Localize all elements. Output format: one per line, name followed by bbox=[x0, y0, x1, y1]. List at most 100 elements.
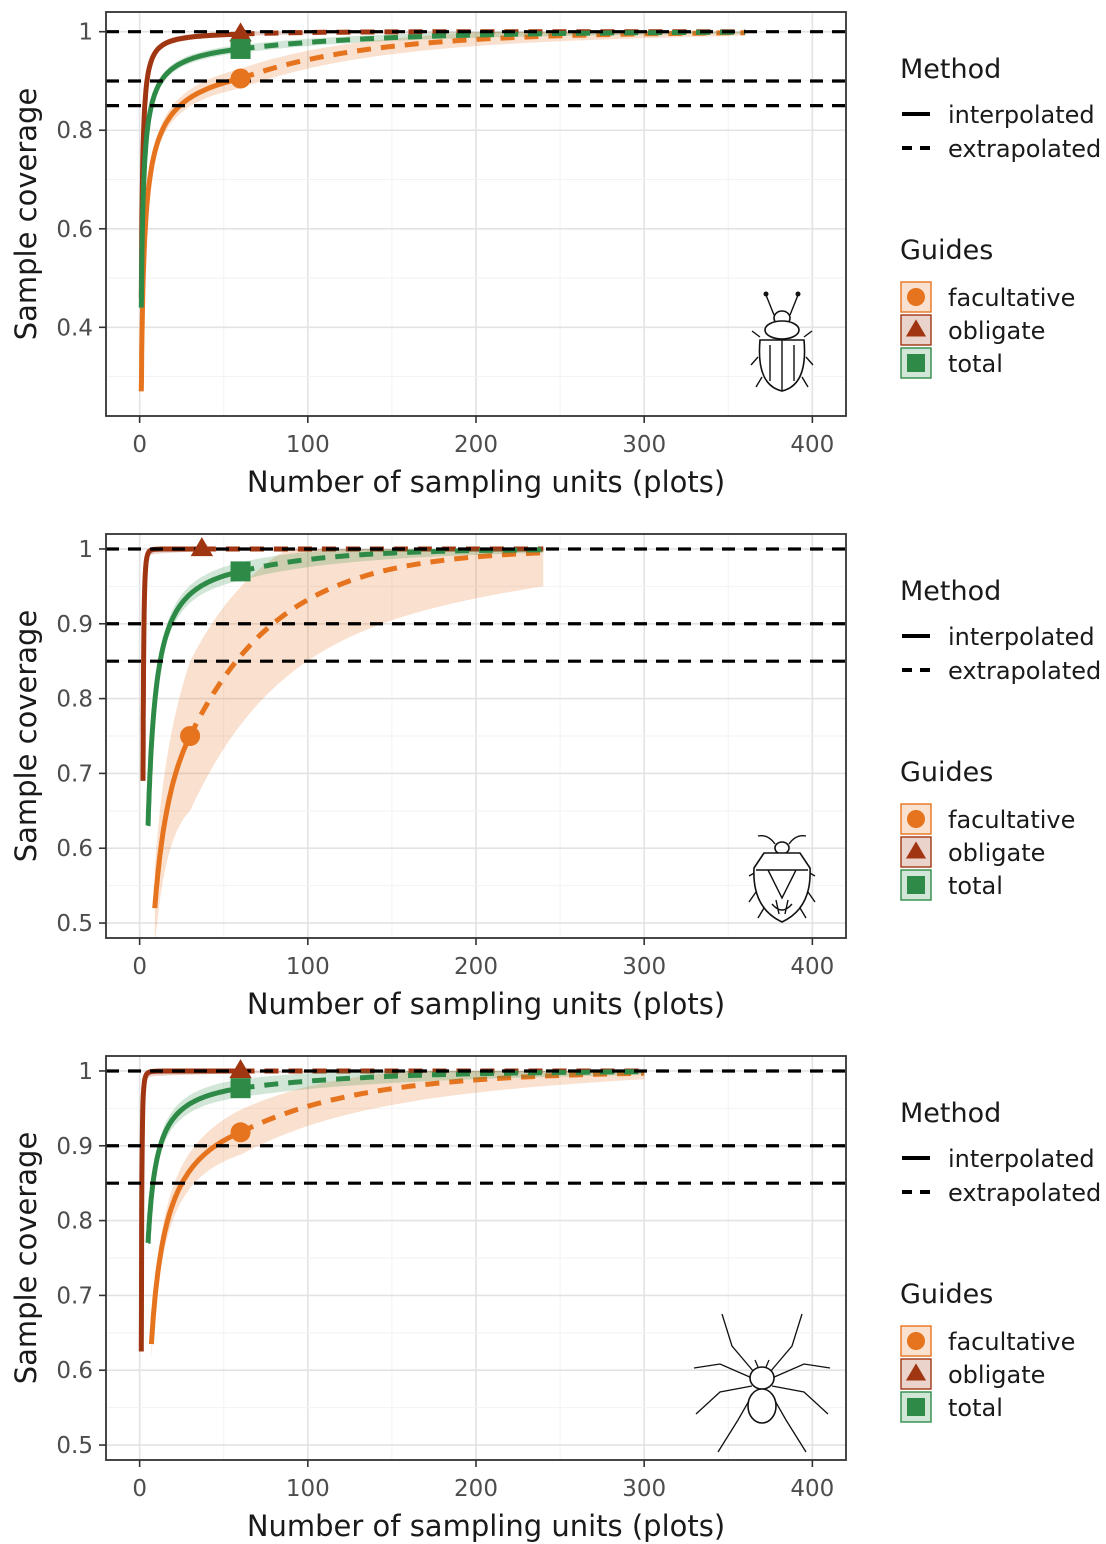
facultative-interpolated-line bbox=[152, 734, 193, 911]
legend-marker-obligate bbox=[905, 319, 927, 337]
legend-marker-total bbox=[907, 876, 925, 894]
x-tick-label: 200 bbox=[454, 432, 498, 458]
x-tick-label: 300 bbox=[622, 1476, 666, 1502]
x-tick-label: 300 bbox=[622, 954, 666, 980]
x-tick-label: 400 bbox=[790, 954, 834, 980]
legend-label-total: total bbox=[948, 1394, 1003, 1422]
shield-bug-icon bbox=[748, 834, 816, 923]
facultative-extrapolated-line bbox=[239, 1070, 645, 1135]
legend-marker-facultative bbox=[907, 810, 925, 828]
legend-guides-title: Guides bbox=[900, 1279, 993, 1310]
legend-marker-facultative bbox=[907, 288, 925, 306]
y-tick-label: 0.6 bbox=[56, 836, 93, 862]
reference-lines bbox=[106, 30, 846, 108]
legend-label-total: total bbox=[948, 350, 1003, 378]
x-tick-label: 0 bbox=[132, 1476, 147, 1502]
legend-marker-obligate bbox=[905, 1363, 927, 1381]
legend-label-interpolated: interpolated bbox=[948, 1145, 1095, 1173]
legend-method-title: Method bbox=[900, 54, 1001, 85]
y-tick-label: 0.8 bbox=[56, 1209, 93, 1235]
facultative-observed-marker bbox=[180, 726, 201, 746]
x-tick-label: 100 bbox=[286, 954, 330, 980]
obligate-interpolated-line bbox=[138, 31, 241, 299]
x-axis-title: Number of sampling units (plots) bbox=[247, 465, 725, 499]
facultative-interpolated-line bbox=[148, 1130, 242, 1347]
y-tick-label: 0.5 bbox=[56, 911, 93, 937]
axes: 0 100 200 300 400 0.4 0.6 0.8 1 Number of samplin… bbox=[9, 20, 834, 499]
legend-label-facultative: facultative bbox=[948, 284, 1075, 312]
legend-guides-title: Guides bbox=[900, 757, 993, 788]
total-interpolated-line bbox=[138, 46, 241, 309]
legend-label-interpolated: interpolated bbox=[948, 101, 1095, 129]
obligate-observed-marker bbox=[229, 1059, 252, 1079]
y-tick-label: 0.8 bbox=[56, 118, 93, 144]
legend-method-title: Method bbox=[900, 1098, 1001, 1129]
observed-markers bbox=[229, 1059, 252, 1143]
spider-icon bbox=[693, 1313, 831, 1453]
x-tick-label: 0 bbox=[132, 954, 147, 980]
legend-label-extrapolated: extrapolated bbox=[948, 1179, 1101, 1207]
facultative-observed-marker bbox=[230, 1122, 251, 1143]
legend-label-interpolated: interpolated bbox=[948, 623, 1095, 651]
reference-lines bbox=[106, 547, 846, 663]
total-confidence-band bbox=[141, 31, 746, 312]
grid-lines bbox=[106, 12, 846, 416]
x-tick-label: 400 bbox=[790, 1476, 834, 1502]
total-observed-marker bbox=[230, 38, 251, 59]
axes: 0 100 200 300 400 0.5 0.6 0.7 0.8 0.9 1 Number of s… bbox=[9, 1059, 834, 1543]
y-axis-title: Sample coverage bbox=[9, 1132, 43, 1385]
legend-panel-2: Method interpolated extrapolated Guides facu… bbox=[900, 576, 1101, 901]
legend-marker-total bbox=[907, 354, 925, 372]
legend-label-facultative: facultative bbox=[948, 806, 1075, 834]
y-tick-label: 0.5 bbox=[56, 1433, 93, 1459]
y-axis-title: Sample coverage bbox=[9, 88, 43, 341]
observed-markers bbox=[180, 537, 251, 746]
y-tick-label: 1 bbox=[78, 20, 93, 46]
y-tick-label: 0.9 bbox=[56, 612, 93, 638]
legend-method-title: Method bbox=[900, 576, 1001, 607]
observed-markers bbox=[229, 22, 252, 89]
legend-label-facultative: facultative bbox=[948, 1328, 1075, 1356]
beetle-icon bbox=[750, 291, 814, 392]
x-tick-label: 100 bbox=[286, 1476, 330, 1502]
x-tick-label: 0 bbox=[132, 432, 147, 458]
legend-label-obligate: obligate bbox=[948, 317, 1045, 345]
y-axis-title: Sample coverage bbox=[9, 610, 43, 863]
x-tick-label: 100 bbox=[286, 432, 330, 458]
facultative-extrapolated-line bbox=[187, 550, 544, 738]
x-axis-title: Number of sampling units (plots) bbox=[247, 987, 725, 1021]
legend-guides-title: Guides bbox=[900, 235, 993, 266]
reference-lines bbox=[106, 1069, 846, 1185]
total-observed-marker bbox=[230, 1078, 251, 1099]
legend-marker-obligate bbox=[905, 841, 927, 859]
y-tick-label: 0.7 bbox=[56, 1283, 93, 1309]
coverage-panel-1: 0 100 200 300 400 0.4 0.6 0.8 1 Number of samplin… bbox=[9, 11, 847, 499]
legend-panel-1: Method interpolated extrapolated Guides facu… bbox=[900, 54, 1101, 379]
x-tick-label: 300 bbox=[622, 432, 666, 458]
y-tick-label: 0.6 bbox=[56, 1358, 93, 1384]
y-tick-label: 1 bbox=[78, 1059, 93, 1085]
obligate-observed-marker bbox=[190, 537, 214, 557]
total-observed-marker bbox=[230, 561, 251, 582]
x-tick-label: 400 bbox=[790, 432, 834, 458]
axes: 0 100 200 300 400 0.5 0.6 0.7 0.8 0.9 1 Number of s… bbox=[9, 537, 834, 1021]
y-tick-label: 1 bbox=[78, 537, 93, 563]
facultative-observed-marker bbox=[230, 68, 251, 89]
legend-label-obligate: obligate bbox=[948, 839, 1045, 867]
total-interpolated-line bbox=[145, 1085, 241, 1246]
y-tick-label: 0.6 bbox=[56, 217, 93, 243]
y-tick-label: 0.9 bbox=[56, 1134, 93, 1160]
legend-label-obligate: obligate bbox=[948, 1361, 1045, 1389]
x-axis-title: Number of sampling units (plots) bbox=[247, 1509, 725, 1543]
legend-label-extrapolated: extrapolated bbox=[948, 135, 1101, 163]
total-interpolated-line bbox=[145, 568, 242, 828]
legend-label-total: total bbox=[948, 872, 1003, 900]
obligate-observed-marker bbox=[229, 22, 252, 42]
x-tick-label: 200 bbox=[454, 954, 498, 980]
x-tick-label: 200 bbox=[454, 1476, 498, 1502]
legend-marker-facultative bbox=[907, 1332, 925, 1350]
legend-panel-3: Method interpolated extrapolated Guides facu… bbox=[900, 1098, 1101, 1423]
y-tick-label: 0.4 bbox=[56, 315, 93, 341]
